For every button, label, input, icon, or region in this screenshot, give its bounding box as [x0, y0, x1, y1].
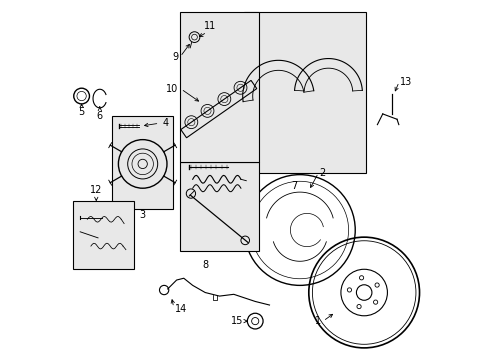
Text: 9: 9	[172, 52, 178, 62]
Text: 15: 15	[231, 316, 244, 326]
Bar	[244, 12, 365, 173]
Text: 13: 13	[399, 77, 411, 87]
Text: 6: 6	[97, 111, 102, 121]
Text: 11: 11	[204, 21, 216, 31]
Text: 8: 8	[202, 260, 208, 270]
Text: 3: 3	[140, 210, 145, 220]
Bar	[112, 116, 173, 208]
Text: 7: 7	[291, 181, 297, 191]
Polygon shape	[119, 125, 139, 127]
Text: 14: 14	[175, 303, 187, 314]
Bar	[73, 202, 134, 269]
Text: 2: 2	[319, 168, 325, 178]
Text: 4: 4	[162, 118, 168, 128]
Bar	[180, 162, 258, 251]
Text: 5: 5	[78, 107, 84, 117]
Text: 10: 10	[166, 84, 178, 94]
Bar	[180, 12, 258, 162]
Text: 1: 1	[315, 316, 321, 326]
Text: 12: 12	[90, 185, 102, 195]
